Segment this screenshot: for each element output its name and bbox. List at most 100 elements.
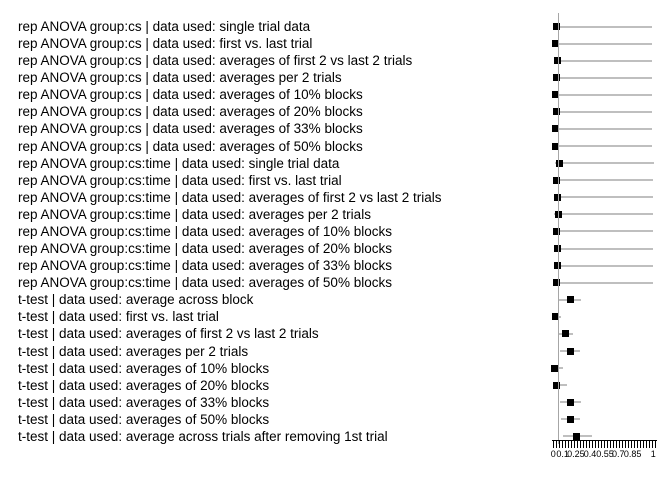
x-axis-minor-tick	[616, 441, 617, 448]
row-label: rep ANOVA group:cs:time | data used: ave…	[18, 241, 392, 257]
data-point-marker	[553, 245, 561, 253]
data-point-marker	[553, 262, 561, 270]
x-axis-minor-tick	[574, 441, 575, 448]
x-axis-minor-tick	[598, 441, 599, 448]
x-axis-minor-tick	[571, 441, 572, 448]
error-bar	[554, 110, 652, 113]
row-label: rep ANOVA group:cs | data used: averages…	[18, 87, 363, 103]
data-point-marker	[572, 432, 580, 440]
x-axis-minor-tick	[592, 441, 593, 448]
plot-area: 0 0.1 0.25 0.4 0.55 0.7 0.85 1	[550, 0, 657, 480]
data-point-marker	[551, 125, 559, 133]
data-point-marker	[552, 279, 560, 287]
row-label: t-test | data used: averages per 2 trial…	[18, 343, 249, 359]
error-bar	[554, 42, 652, 45]
error-bar	[554, 127, 652, 130]
error-bar	[554, 59, 652, 62]
x-axis-minor-tick	[634, 441, 635, 448]
x-axis-minor-tick	[601, 441, 602, 448]
x-axis-minor-tick	[586, 441, 587, 448]
x-axis-minor-tick	[556, 441, 557, 448]
data-point-marker	[551, 313, 559, 321]
x-axis-minor-tick	[622, 441, 623, 448]
error-bar	[554, 230, 653, 233]
x-axis-minor-tick	[619, 441, 620, 448]
error-bar	[554, 213, 653, 216]
row-label: rep ANOVA group:cs | data used: first vs…	[18, 36, 313, 52]
x-axis-minor-tick	[559, 441, 560, 448]
data-point-marker	[566, 415, 574, 423]
row-label: t-test | data used: average across block	[18, 292, 254, 308]
x-axis-minor-tick	[565, 441, 566, 448]
x-axis-minor-tick	[553, 441, 554, 448]
error-bar	[554, 93, 652, 96]
x-axis-minor-tick	[583, 441, 584, 448]
data-point-marker	[552, 381, 560, 389]
row-label: t-test | data used: averages of 33% bloc…	[18, 394, 270, 410]
error-bar	[554, 281, 653, 284]
error-bar	[554, 179, 653, 182]
x-axis-minor-tick	[562, 441, 563, 448]
x-axis-minor-tick	[604, 441, 605, 448]
x-axis-minor-tick	[568, 441, 569, 448]
x-axis-minor-tick	[637, 441, 638, 448]
row-label: rep ANOVA group:cs | data used: averages…	[18, 104, 363, 120]
x-axis-minor-tick	[649, 441, 650, 448]
x-axis-minor-tick	[589, 441, 590, 448]
row-label: t-test | data used: averages of first 2 …	[18, 326, 319, 342]
x-axis-tick-label: 0.1	[556, 449, 569, 459]
error-bar	[555, 162, 654, 165]
data-point-marker	[566, 398, 574, 406]
data-point-marker	[551, 40, 559, 48]
data-point-marker	[552, 176, 560, 184]
data-point-marker	[553, 57, 561, 65]
x-axis-tick-label: 0	[550, 449, 556, 459]
error-bar	[554, 264, 653, 267]
x-axis-minor-tick	[610, 441, 611, 448]
x-axis-tick-label: 1	[650, 449, 656, 459]
x-axis-minor-tick	[628, 441, 629, 448]
data-point-marker	[552, 227, 560, 235]
x-axis-minor-tick	[655, 441, 656, 448]
row-label: rep ANOVA group:cs:time | data used: ave…	[18, 206, 371, 222]
row-label: rep ANOVA group:cs:time | data used: fir…	[18, 172, 342, 188]
row-label: rep ANOVA group:cs:time | data used: ave…	[18, 275, 392, 291]
error-bar	[554, 196, 653, 199]
significance-reference-line	[557, 13, 559, 444]
x-axis-line	[552, 440, 657, 441]
data-point-marker	[552, 108, 560, 116]
data-point-marker	[566, 296, 574, 304]
row-label: rep ANOVA group:cs:time | data used: ave…	[18, 258, 392, 274]
row-label: t-test | data used: averages of 20% bloc…	[18, 377, 270, 393]
x-axis-minor-tick	[631, 441, 632, 448]
row-label: rep ANOVA group:cs | data used: averages…	[18, 138, 363, 154]
x-axis-minor-tick	[643, 441, 644, 448]
data-point-marker	[552, 23, 560, 30]
row-label: rep ANOVA group:cs:time | data used: ave…	[18, 223, 392, 239]
x-axis-tick-label: 0.4	[583, 449, 597, 459]
row-label: rep ANOVA group:cs | data used: single t…	[18, 19, 311, 34]
error-bar	[553, 384, 568, 387]
row-label: rep ANOVA group:cs | data used: averages…	[18, 53, 413, 69]
data-point-marker	[555, 159, 563, 167]
x-axis-minor-tick	[640, 441, 641, 448]
x-axis-tick-label: 0.85	[623, 449, 642, 459]
x-axis-minor-tick	[613, 441, 614, 448]
error-bar	[554, 76, 652, 79]
row-label: rep ANOVA group:cs:time | data used: sin…	[18, 155, 340, 171]
data-point-marker	[566, 347, 574, 355]
x-axis-minor-tick	[607, 441, 608, 448]
x-axis-minor-tick	[595, 441, 596, 448]
x-axis-tick-label: 0.7	[612, 449, 625, 459]
data-point-marker	[552, 74, 560, 82]
x-axis-minor-tick	[625, 441, 626, 448]
row-label: rep ANOVA group:cs:time | data used: ave…	[18, 189, 442, 205]
row-label: t-test | data used: averages of 50% bloc…	[18, 411, 270, 427]
data-point-marker	[551, 142, 559, 150]
row-label: rep ANOVA group:cs | data used: averages…	[18, 121, 363, 137]
x-axis-minor-tick	[652, 441, 653, 448]
error-bar	[554, 145, 652, 148]
row-label: t-test | data used: averages of 10% bloc…	[18, 360, 270, 376]
x-axis-minor-tick	[577, 441, 578, 448]
